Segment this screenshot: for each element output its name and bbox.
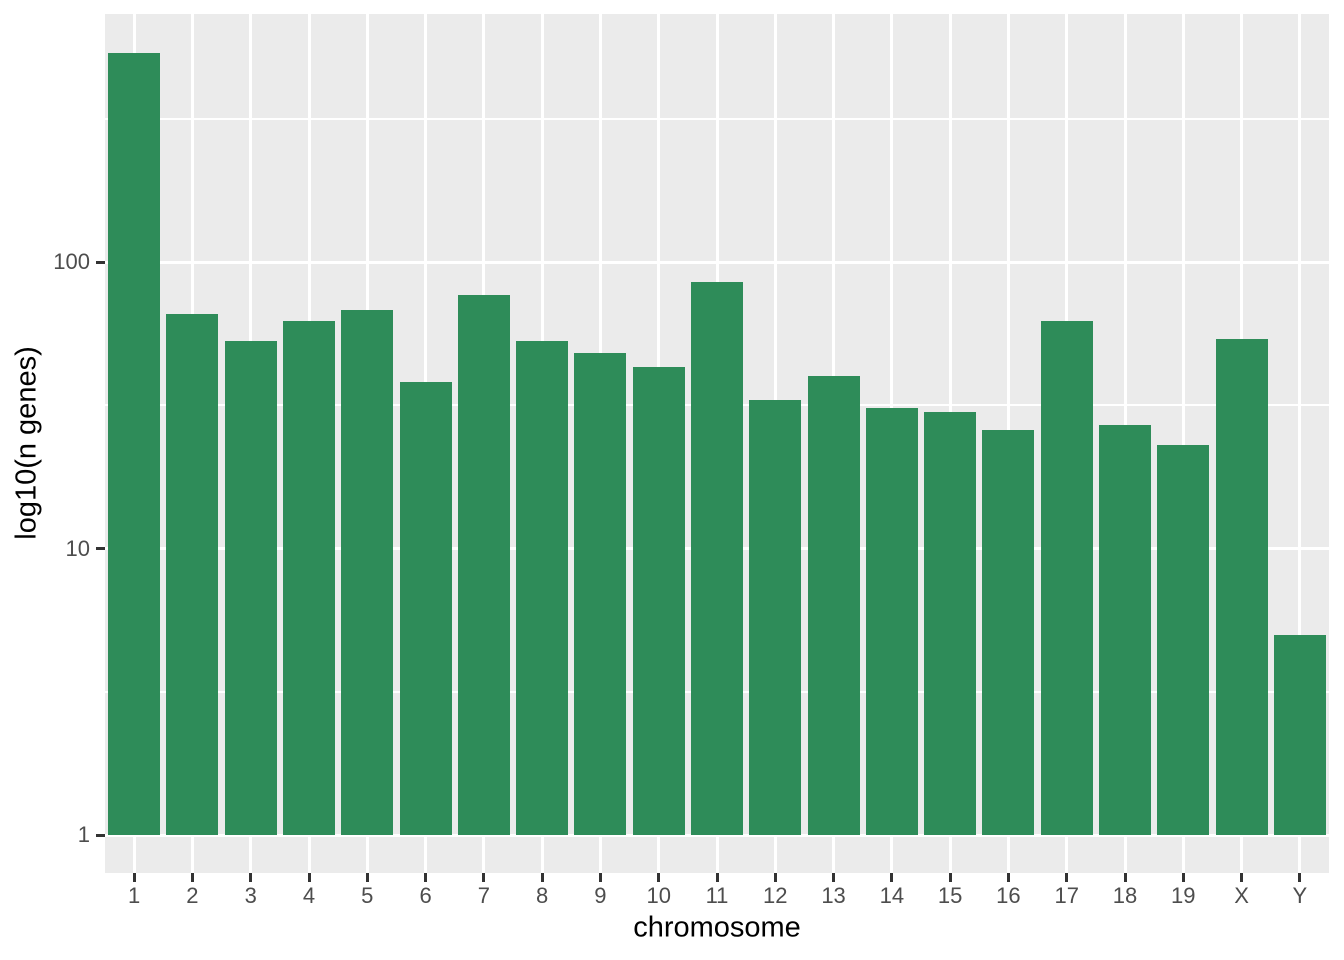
bar-chr-3 (224, 340, 277, 835)
bar-chr-2 (166, 313, 219, 835)
x-tick-17 (1065, 873, 1069, 882)
x-tick-10 (657, 873, 661, 882)
x-tick-label-18: 18 (1112, 883, 1138, 908)
bar-chr-14 (865, 407, 918, 835)
bar-chr-7 (457, 294, 510, 835)
bar-chr-19 (1157, 444, 1210, 835)
x-tick-2 (190, 873, 194, 882)
y-tick-label-10: 10 (65, 535, 90, 561)
bar-chr-1 (108, 53, 161, 835)
x-tick-label-X: X (1234, 883, 1249, 908)
x-tick-label-19: 19 (1171, 883, 1196, 908)
x-tick-4 (307, 873, 311, 882)
bar-chr-10 (632, 367, 685, 835)
x-tick-11 (715, 873, 719, 882)
x-tick-Y (1298, 873, 1302, 882)
y-tick-label-100: 100 (53, 249, 90, 274)
x-tick-label-17: 17 (1054, 883, 1079, 908)
y-tick-label-1: 1 (77, 822, 90, 847)
x-tick-15 (948, 873, 952, 882)
bar-chr-16 (982, 429, 1035, 835)
y-tick-100 (96, 260, 105, 264)
x-tick-label-2: 2 (186, 883, 199, 908)
major-gridline-1 (105, 833, 1329, 837)
x-tick-19 (1181, 873, 1185, 882)
major-gridline-100 (105, 260, 1329, 264)
y-axis-title: log10(n genes) (10, 346, 43, 540)
plot-panel (105, 14, 1329, 873)
y-tick-10 (96, 547, 105, 550)
x-tick-label-Y: Y (1292, 883, 1308, 908)
x-tick-18 (1123, 873, 1127, 882)
x-tick-label-6: 6 (419, 883, 432, 908)
bar-chr-6 (399, 382, 452, 835)
v-gridline-Y (1298, 14, 1302, 873)
x-tick-label-13: 13 (821, 883, 846, 908)
bar-chr-13 (807, 376, 860, 835)
x-tick-1 (132, 873, 136, 882)
bar-chr-Y (1273, 634, 1326, 835)
bar-chr-9 (574, 353, 627, 835)
x-tick-label-8: 8 (536, 883, 549, 908)
x-tick-13 (832, 873, 836, 882)
x-axis-title: chromosome (633, 911, 801, 944)
bar-chr-11 (691, 282, 743, 835)
bar-chr-X (1215, 338, 1268, 835)
x-tick-label-7: 7 (477, 883, 490, 908)
x-tick-X (1240, 873, 1244, 882)
x-tick-14 (890, 873, 894, 882)
y-tick-1 (96, 833, 105, 837)
x-tick-label-11: 11 (705, 883, 729, 908)
x-tick-12 (773, 873, 777, 882)
x-tick-label-1: 1 (128, 883, 141, 908)
x-tick-label-3: 3 (244, 883, 257, 908)
v-gridline-19 (1181, 14, 1185, 873)
x-tick-5 (365, 873, 369, 882)
x-tick-6 (424, 873, 428, 882)
x-tick-label-4: 4 (302, 883, 316, 908)
bar-chr-8 (516, 340, 569, 835)
x-tick-9 (598, 873, 602, 882)
bar-chr-18 (1099, 424, 1151, 835)
bar-chr-12 (749, 399, 802, 835)
bar-chr-15 (924, 411, 977, 835)
x-tick-16 (1006, 873, 1010, 882)
x-tick-label-15: 15 (937, 883, 963, 908)
bar-chr-5 (341, 309, 394, 835)
x-tick-label-12: 12 (763, 883, 788, 908)
x-tick-label-14: 14 (879, 883, 905, 908)
bar-chr-4 (283, 321, 335, 835)
x-tick-label-10: 10 (646, 883, 671, 908)
bar-chr-17 (1040, 321, 1093, 835)
x-tick-3 (249, 873, 253, 882)
x-tick-7 (482, 873, 486, 882)
x-tick-label-5: 5 (361, 883, 374, 908)
minor-gridline-316.23 (105, 117, 1329, 120)
x-tick-8 (540, 873, 544, 882)
x-tick-label-9: 9 (594, 883, 607, 908)
x-tick-label-16: 16 (996, 883, 1021, 908)
